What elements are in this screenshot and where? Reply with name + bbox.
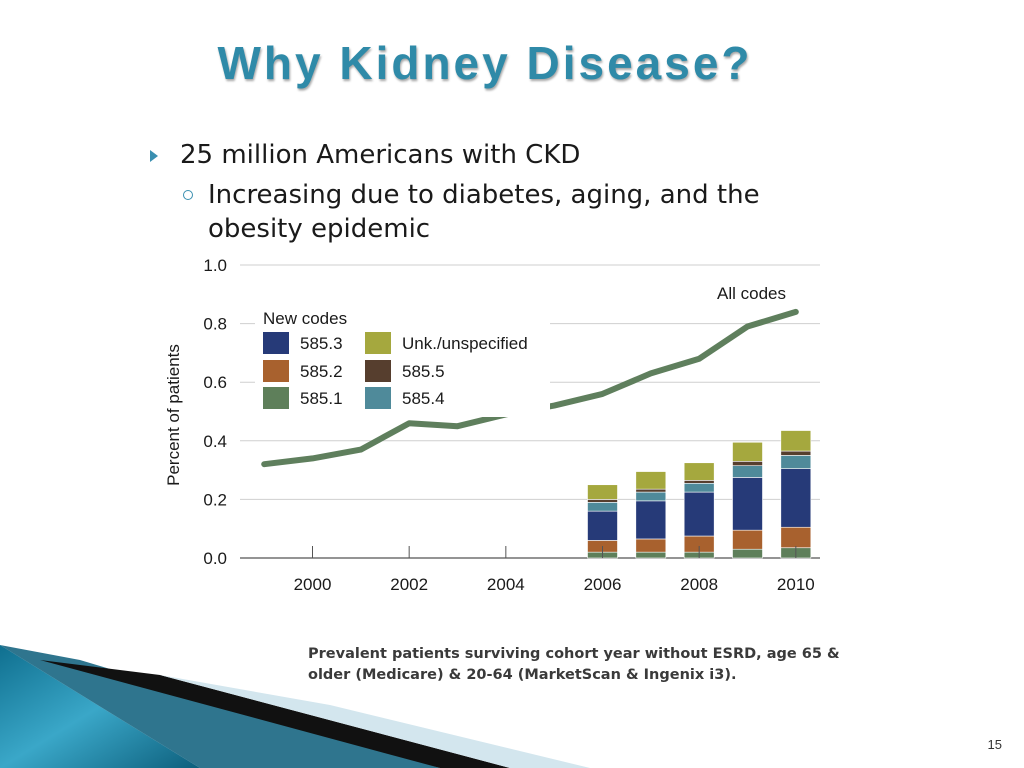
bar-segment-585.2: [732, 529, 763, 550]
legend-title: New codes: [263, 309, 347, 328]
bar-segment-Unk./unspecified: [587, 484, 618, 500]
y-axis-label: Percent of patients: [164, 344, 183, 486]
bar-segment-585.3: [587, 510, 618, 541]
bar-segment-585.5: [732, 461, 763, 467]
swoosh-black-stripe: [40, 660, 510, 768]
bar-segment-Unk./unspecified: [683, 462, 715, 481]
triangle-bullet-icon: [150, 150, 158, 162]
x-tick-label: 2008: [680, 575, 718, 594]
bar-segment-585.3: [635, 500, 667, 540]
y-tick-label: 0.0: [203, 549, 227, 568]
chart-stacked-bars: [587, 430, 812, 559]
bar-segment-585.5: [635, 488, 667, 493]
bar-segment-585.2: [635, 538, 667, 553]
slide-title: Why Kidney Disease?: [217, 37, 753, 89]
bar-segment-585.3: [780, 468, 812, 528]
legend-swatch-585.4: [365, 387, 391, 409]
bar-segment-585.2: [780, 526, 812, 549]
chart-caption: Prevalent patients surviving cohort year…: [308, 646, 840, 683]
y-tick-label: 0.4: [203, 432, 227, 451]
legend-label-585.1: 585.1: [300, 389, 343, 408]
x-tick-label: 2010: [777, 575, 815, 594]
legend-swatch-Unk./unspecified: [365, 332, 391, 354]
x-tick-label: 2006: [584, 575, 622, 594]
bar-segment-585.3: [732, 477, 763, 531]
bar-segment-585.4: [780, 455, 812, 469]
page-number: 15: [987, 737, 1002, 752]
bar-segment-Unk./unspecified: [780, 430, 812, 452]
bar-segment-585.5: [683, 480, 715, 484]
legend-label-Unk./unspecified: Unk./unspecified: [402, 334, 528, 353]
chart-legend: 585.3 Unk./unspecified 585.2 585.5 585.1 585.…: [255, 302, 550, 417]
bar-segment-585.5: [780, 450, 812, 456]
bar-segment-585.4: [732, 465, 763, 478]
ckd-chart: 0.0 0.2 0.4 0.6 0.8 1.0 2000 2002 2004 2006 2008 20…: [164, 256, 820, 594]
bar-segment-585.1: [635, 551, 667, 559]
bar-segment-585.4: [683, 482, 715, 493]
bar-segment-Unk./unspecified: [732, 441, 763, 462]
y-tick-label: 0.6: [203, 373, 227, 392]
legend-swatch-585.3: [263, 332, 289, 354]
y-tick-label: 0.2: [203, 490, 227, 509]
legend-swatch-585.1: [263, 387, 289, 409]
legend-label-585.5: 585.5: [402, 362, 445, 381]
bar-segment-585.5: [587, 499, 618, 503]
bullet-level-2-text: Increasing due to diabetes, aging, and t…: [208, 180, 760, 244]
chart-axes: 0.0 0.2 0.4 0.6 0.8 1.0 2000 2002 2004 2006 2008 20…: [203, 256, 814, 594]
bar-segment-585.3: [683, 491, 715, 537]
swoosh-light-stripe: [160, 675, 590, 768]
bar-segment-585.4: [587, 502, 618, 512]
circle-bullet-icon: [183, 190, 193, 200]
legend-label-585.2: 585.2: [300, 362, 343, 381]
legend-label-585.4: 585.4: [402, 389, 445, 408]
legend-swatch-585.5: [365, 360, 391, 382]
y-tick-label: 1.0: [203, 256, 227, 275]
bar-segment-Unk./unspecified: [635, 471, 667, 490]
all-codes-label: All codes: [717, 284, 786, 303]
bar-segment-585.4: [635, 491, 667, 502]
bullet-level-1-text: 25 million Americans with CKD: [180, 140, 581, 170]
legend-background: [255, 302, 550, 417]
y-tick-label: 0.8: [203, 315, 227, 334]
legend-label-585.3: 585.3: [300, 334, 343, 353]
x-tick-label: 2002: [390, 575, 428, 594]
x-tick-label: 2000: [294, 575, 332, 594]
legend-swatch-585.2: [263, 360, 289, 382]
x-tick-label: 2004: [487, 575, 525, 594]
bar-segment-585.1: [732, 548, 763, 559]
